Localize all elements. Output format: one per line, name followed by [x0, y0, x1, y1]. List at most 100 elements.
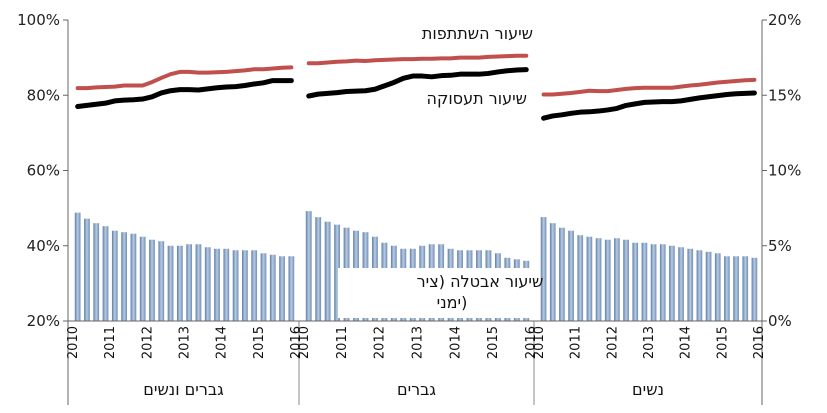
group-labels: גברים ונשים גברים נשים: [143, 380, 664, 399]
unemployment-bar: [93, 223, 100, 321]
unemployment-bar: [733, 256, 739, 321]
year-label: 2016: [752, 326, 767, 359]
unemployment-bar: [669, 245, 675, 321]
year-label: 2013: [411, 326, 426, 359]
unemployment-bar: [186, 244, 193, 321]
unemployment-bar: [650, 244, 657, 321]
year-label: 2010: [66, 326, 81, 359]
left-tick-label: 80%: [27, 86, 60, 104]
group-label: גברים ונשים: [143, 380, 224, 399]
unemployment-bar: [305, 211, 312, 321]
unemployment-bar: [623, 239, 629, 321]
unemployment-bar: [604, 239, 611, 321]
employment-line: [306, 67, 529, 99]
right-tick-label: 0%: [768, 312, 792, 330]
unemployment-bar: [549, 223, 556, 321]
axes: [67, 20, 763, 405]
unemployment-bar: [632, 242, 639, 321]
year-label: 2011: [335, 326, 350, 359]
unemployment-bar: [111, 230, 118, 321]
employment-line: [541, 90, 757, 121]
unemployment-bar: [139, 236, 146, 321]
year-label: 2015: [486, 326, 501, 359]
employment-annotation: שיעור תעסוקה: [427, 89, 527, 108]
right-tick-label: 20%: [768, 11, 801, 29]
unemployment-bar: [315, 217, 322, 321]
unemployment-bar: [74, 212, 81, 321]
unemployment-bar: [269, 254, 276, 321]
unemployment-bar: [176, 245, 183, 321]
unemployment-bar: [714, 253, 721, 321]
year-label: 2013: [178, 326, 193, 359]
right-tick-label: 5%: [768, 237, 792, 255]
year-label: 2011: [569, 326, 584, 359]
unemployment-bar: [742, 256, 749, 321]
participation-line: [75, 65, 294, 91]
unemployment-bar: [687, 248, 694, 321]
participation-line: [306, 53, 529, 66]
year-label: 2014: [215, 326, 230, 359]
year-label: 2013: [642, 326, 657, 359]
unemployment-bar: [595, 238, 602, 321]
unemployment-bar: [614, 238, 620, 321]
unemployment-bar: [659, 244, 666, 321]
unemployment-bar: [260, 253, 267, 321]
participation-line: [541, 77, 757, 97]
unemployment-bar: [242, 250, 248, 321]
unemployment-bar: [586, 236, 593, 321]
unemployment-bar: [223, 248, 230, 321]
unemployment-bar: [232, 250, 239, 321]
left-tick-label: 40%: [27, 237, 60, 255]
group-label: גברים: [397, 380, 436, 399]
unemployment-bar: [324, 221, 331, 321]
unemployment-bar: [568, 230, 574, 321]
right-tick-label: 10%: [768, 162, 801, 180]
year-label: 2012: [605, 326, 620, 359]
year-label: 2012: [373, 326, 388, 359]
unemployment-bar: [121, 232, 127, 321]
left-tick-label: 60%: [27, 162, 60, 180]
right-axis-ticks: 0% 5% 10% 15% 20%: [762, 11, 801, 330]
unemployment-bar: [167, 245, 174, 321]
unemployment-annotation-box: [338, 268, 530, 318]
right-tick-label: 15%: [768, 86, 801, 104]
year-label: 2011: [103, 326, 118, 359]
year-label: 2014: [448, 326, 463, 359]
unemployment-bar: [214, 248, 220, 321]
year-label: 2010: [297, 326, 312, 359]
unemployment-bar: [204, 247, 211, 321]
unemployment-bar: [577, 235, 584, 321]
unemployment-bar: [751, 257, 758, 321]
unemployment-bar: [641, 242, 648, 321]
unemployment-annotation-line2: ימני): [437, 293, 468, 312]
left-tick-label: 100%: [17, 11, 60, 29]
employment-line: [75, 78, 294, 110]
unemployment-bar: [149, 239, 155, 321]
year-label: 2010: [532, 326, 547, 359]
participation-annotation: שיעור השתתפות: [422, 24, 533, 43]
unemployment-bar: [195, 244, 202, 321]
year-label: 2012: [140, 326, 155, 359]
unemployment-bar: [251, 250, 258, 321]
unemployment-bar: [84, 218, 90, 321]
rate-lines: [75, 53, 757, 121]
unemployment-bar: [130, 233, 137, 321]
left-axis-ticks: 20% 40% 60% 80% 100%: [17, 11, 68, 330]
unemployment-bar: [705, 251, 712, 321]
unemployment-bar: [334, 224, 341, 321]
unemployment-bar: [559, 227, 565, 321]
unemployment-annotation-line1: שיעור אבטלה (ציר: [417, 272, 544, 291]
year-label: 2015: [715, 326, 730, 359]
year-label: 2014: [679, 326, 694, 359]
year-label: 2015: [252, 326, 267, 359]
left-tick-label: 20%: [27, 312, 60, 330]
year-label: 2016: [289, 326, 304, 359]
unemployment-bar: [696, 250, 703, 321]
unemployment-bar: [279, 256, 285, 321]
unemployment-bar: [540, 217, 547, 321]
group-label: נשים: [632, 380, 664, 399]
year-label: 2016: [524, 326, 539, 359]
unemployment-bar: [102, 226, 109, 321]
